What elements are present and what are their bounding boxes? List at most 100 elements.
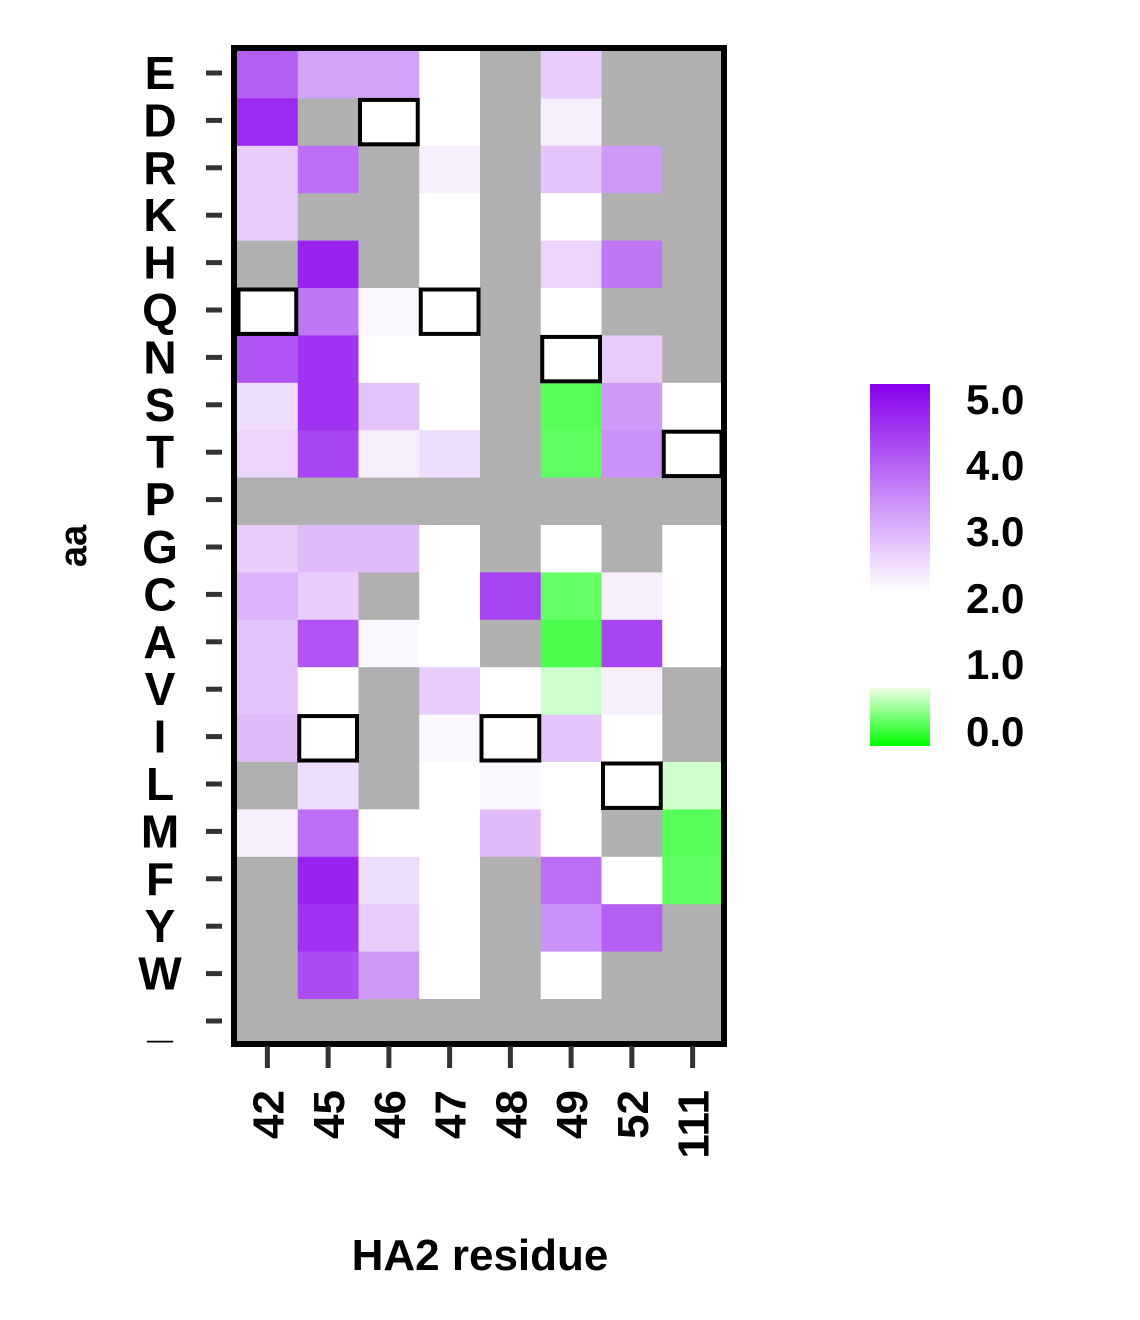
heatmap-cell (419, 619, 481, 668)
heatmap-cell (540, 430, 603, 479)
heatmap-cell (601, 999, 663, 1047)
heatmap-cell (540, 714, 603, 763)
heatmap-cell (358, 145, 420, 194)
wildtype-box (540, 334, 602, 384)
wildtype-boxes (236, 97, 724, 810)
heatmap-cell (297, 98, 360, 147)
heatmap-cell (237, 904, 299, 953)
heatmap-cell (358, 240, 420, 289)
heatmap-cell (540, 193, 603, 242)
heatmap-cell (297, 619, 360, 668)
heatmap-cell (297, 951, 360, 1000)
y-tick-label: C (143, 568, 176, 620)
y-axis-label: aa (53, 524, 95, 567)
heatmap-cell (540, 951, 603, 1000)
heatmap-cell (480, 288, 542, 336)
heatmap-cell (480, 145, 542, 194)
heatmap-cell (601, 145, 663, 194)
heatmap-cell (237, 98, 299, 147)
y-tick-label: Q (142, 284, 178, 336)
heatmap-cell (540, 619, 603, 668)
heatmap-cell (601, 335, 663, 384)
heatmap-cell (237, 951, 299, 1000)
heatmap-cell (480, 809, 542, 858)
heatmap-cell (662, 667, 724, 716)
heatmap-cell (237, 619, 299, 668)
heatmap-cell (297, 51, 360, 99)
heatmap-cell (237, 572, 299, 621)
heatmap-cell (237, 477, 299, 526)
wildtype-box (601, 761, 663, 810)
heatmap-cell (297, 904, 360, 953)
heatmap-cell (480, 856, 542, 905)
y-tick-label: A (143, 616, 176, 668)
heatmap-cell (540, 904, 603, 953)
y-tick-label: _ (146, 995, 173, 1047)
heatmap-cell (237, 762, 299, 810)
heatmap-cell (662, 51, 724, 99)
heatmap-cell (237, 809, 299, 858)
heatmap-cell (358, 619, 420, 668)
colorbar-tick-label: 0.0 (966, 708, 1024, 755)
y-tick-label: I (154, 711, 167, 763)
wildtype-box (661, 429, 724, 479)
heatmap-cell (540, 382, 603, 431)
wildtype-box (236, 287, 299, 336)
heatmap-cell (419, 572, 481, 621)
heatmap-cell (419, 477, 481, 526)
heatmap-cell (419, 714, 481, 763)
heatmap-cell (480, 240, 542, 289)
heatmap-cell (358, 572, 420, 621)
heatmap-cell (237, 335, 299, 384)
heatmap-cell (297, 145, 360, 194)
heatmap-cell (419, 145, 481, 194)
heatmap-cell (237, 525, 299, 573)
heatmap-cell (419, 904, 481, 953)
y-tick-label: L (146, 758, 174, 810)
heatmap-cell (419, 951, 481, 1000)
heatmap-cell (419, 856, 481, 905)
heatmap-cell (237, 145, 299, 194)
heatmap-cell (601, 619, 663, 668)
heatmap-cell (601, 714, 663, 763)
heatmap-cell (601, 904, 663, 953)
heatmap-cell (358, 51, 420, 99)
y-tick-label: M (141, 805, 179, 857)
heatmap-cell (480, 51, 542, 99)
heatmap-cell (297, 240, 360, 289)
heatmap-cell (540, 667, 603, 716)
heatmap-cell (358, 856, 420, 905)
heatmap-cell (297, 193, 360, 242)
heatmap-cell (601, 382, 663, 431)
heatmap-cell (419, 193, 481, 242)
heatmap-cell (297, 762, 360, 810)
heatmap-cell (237, 193, 299, 242)
y-tick-label: S (145, 379, 176, 431)
heatmap-cell (480, 525, 542, 573)
heatmap-cell (297, 856, 360, 905)
y-tick-label: V (145, 663, 176, 715)
heatmap-cell (358, 999, 420, 1047)
heatmap-cell (297, 382, 360, 431)
heatmap-cell (601, 51, 663, 99)
y-tick-label: E (145, 47, 176, 99)
heatmap-cell (480, 193, 542, 242)
heatmap-cell (601, 288, 663, 336)
heatmap-cell (237, 999, 299, 1047)
heatmap-cell (662, 98, 724, 147)
heatmap-cell (358, 430, 420, 479)
heatmap-cell (540, 288, 603, 336)
heatmap-cells (237, 51, 724, 1047)
heatmap-cell (540, 809, 603, 858)
heatmap-cell (662, 762, 724, 810)
heatmap-cell (237, 382, 299, 431)
heatmap-cell (237, 51, 299, 99)
wildtype-box (418, 287, 481, 336)
heatmap-cell (540, 525, 603, 573)
y-tick-label: H (143, 237, 176, 289)
y-tick-label: D (143, 94, 176, 146)
heatmap-cell (358, 904, 420, 953)
x-tick-label: 48 (487, 1090, 536, 1139)
heatmap-cell (601, 193, 663, 242)
heatmap-cell (480, 382, 542, 431)
